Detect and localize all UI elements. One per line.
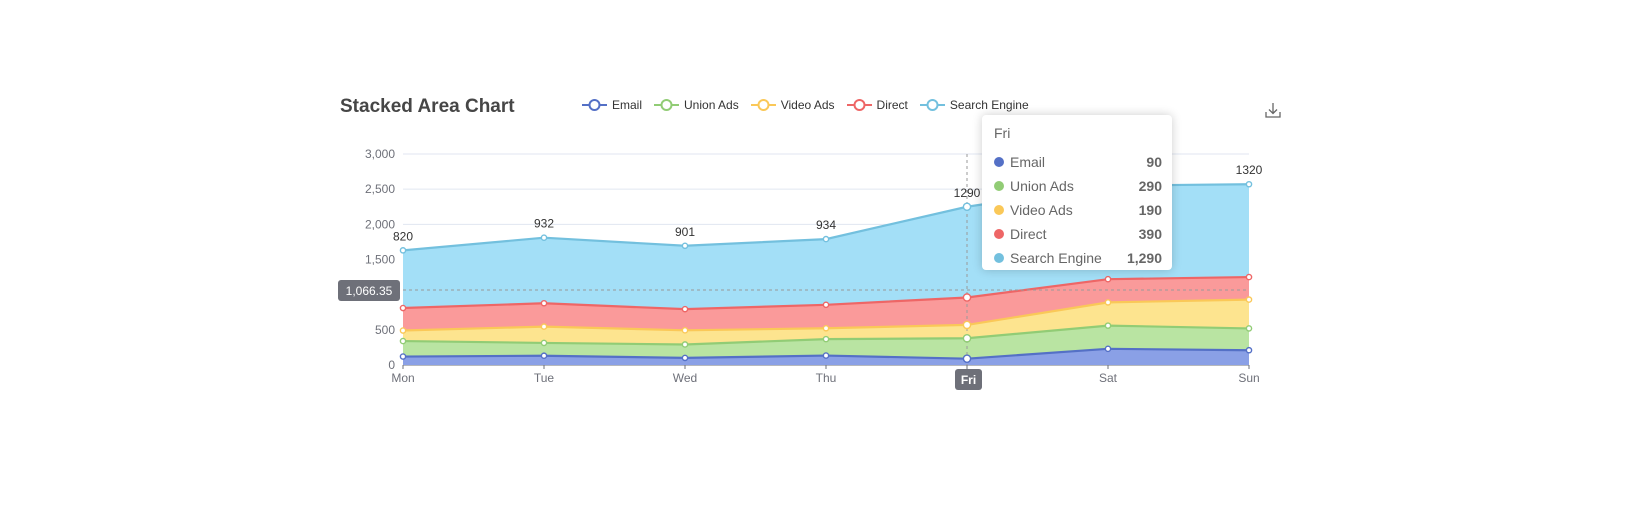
x-tick-label: Mon (391, 371, 414, 385)
data-point[interactable] (681, 327, 689, 334)
tooltip-series-name: Video Ads (1010, 202, 1073, 218)
data-point[interactable] (822, 235, 830, 243)
legend-item-union-ads[interactable]: Union Ads (654, 98, 739, 112)
legend-marker-icon (846, 99, 872, 111)
tooltip-dot (994, 157, 1004, 167)
tooltip-series-value: 1,290 (1126, 250, 1162, 266)
data-point[interactable] (962, 320, 972, 330)
data-point[interactable] (1104, 299, 1112, 306)
tooltip-series-name: Email (1010, 154, 1046, 170)
data-label: 932 (534, 217, 554, 231)
data-point[interactable] (399, 337, 407, 345)
legend-label: Video Ads (780, 98, 835, 112)
legend-label: Direct (876, 98, 908, 112)
x-tick-label: Sun (1238, 371, 1259, 385)
data-point[interactable] (399, 247, 407, 254)
data-point[interactable] (1245, 296, 1253, 303)
area-direct (403, 277, 1249, 331)
tooltip-dot (994, 205, 1004, 215)
tooltip-series-name: Search Engine (1010, 250, 1102, 266)
legend-marker-icon (750, 99, 776, 111)
legend: Email Union Ads Video Ads Direct Search Engi… (582, 98, 1041, 112)
data-point[interactable] (962, 293, 972, 302)
tooltip-title: Fri (994, 125, 1011, 141)
data-point[interactable] (681, 341, 689, 348)
legend-label: Union Ads (684, 98, 739, 112)
legend-marker-icon (919, 99, 945, 111)
legend-marker-icon (654, 99, 680, 111)
download-icon[interactable] (1264, 101, 1282, 119)
tooltip-series-value: 290 (1138, 178, 1162, 194)
area-video-ads (403, 299, 1249, 345)
data-point[interactable] (681, 354, 689, 362)
data-point[interactable] (1104, 345, 1112, 353)
tooltip-row-union-ads: Union Ads 290 (994, 176, 1162, 196)
legend-item-video-ads[interactable]: Video Ads (750, 98, 835, 112)
data-point[interactable] (1104, 322, 1112, 329)
y-tick-label: 2,000 (365, 217, 395, 231)
y-tick-label: 2,500 (365, 182, 395, 196)
tooltip-dot (994, 229, 1004, 239)
legend-item-direct[interactable]: Direct (846, 98, 908, 112)
data-label: 1290 (954, 186, 981, 200)
data-point[interactable] (822, 301, 830, 309)
x-tick-label: Tue (534, 371, 555, 385)
tooltip-row-video-ads: Video Ads 190 (994, 200, 1162, 220)
data-point[interactable] (681, 305, 689, 313)
tooltip-row-search-engine: Search Engine 1,290 (994, 248, 1162, 268)
tooltip-row-email: Email 90 (994, 152, 1162, 172)
data-point[interactable] (1245, 273, 1253, 281)
data-point[interactable] (540, 234, 548, 241)
chart-title: Stacked Area Chart (340, 96, 515, 117)
tooltip-series-name: Direct (1010, 226, 1047, 242)
tooltip-dot (994, 253, 1004, 263)
data-point[interactable] (399, 304, 407, 312)
y-tick-label: 1,500 (365, 253, 395, 267)
data-point[interactable] (681, 242, 689, 250)
legend-label: Email (612, 98, 643, 112)
data-point[interactable] (1245, 180, 1253, 188)
legend-item-email[interactable]: Email (582, 98, 642, 112)
data-point[interactable] (962, 202, 972, 212)
x-tick-label: Wed (673, 371, 697, 385)
data-point[interactable] (962, 354, 972, 363)
data-label: 1320 (1236, 163, 1263, 177)
data-point[interactable] (540, 323, 548, 330)
legend-label: Search Engine (949, 98, 1029, 112)
data-point[interactable] (962, 333, 972, 343)
data-point[interactable] (540, 299, 548, 307)
tooltip-series-value: 190 (1138, 202, 1162, 218)
y-tick-label: 500 (375, 323, 395, 337)
data-point[interactable] (1104, 275, 1112, 283)
data-label: 820 (393, 229, 413, 243)
tooltip-series-value: 90 (1146, 154, 1162, 170)
x-tick-label: Sat (1099, 371, 1118, 385)
x-axis-pointer-label: Fri (955, 369, 982, 390)
y-tick-label: 0 (388, 358, 395, 372)
data-point[interactable] (1245, 325, 1253, 332)
x-tick-label: Thu (816, 371, 837, 385)
data-point[interactable] (540, 352, 548, 360)
y-axis-pointer-label: 1,066.35 (338, 280, 400, 301)
legend-marker-icon (582, 99, 607, 111)
data-label: 901 (675, 225, 695, 239)
tooltip-series-name: Union Ads (1010, 178, 1074, 194)
y-tick-label: 3,000 (365, 147, 395, 161)
legend-item-search-engine[interactable]: Search Engine (919, 98, 1029, 112)
data-label: 934 (816, 218, 836, 232)
data-point[interactable] (540, 339, 548, 347)
data-point[interactable] (399, 327, 407, 334)
data-point[interactable] (1245, 346, 1253, 354)
data-point[interactable] (822, 335, 830, 343)
tooltip: Fri Email 90 Union Ads 290 Video Ads 190… (982, 115, 1172, 270)
data-point[interactable] (399, 353, 407, 360)
data-point[interactable] (822, 352, 830, 359)
data-point[interactable] (822, 324, 830, 332)
tooltip-series-value: 390 (1138, 226, 1162, 242)
tooltip-dot (994, 181, 1004, 191)
tooltip-row-direct: Direct 390 (994, 224, 1162, 244)
